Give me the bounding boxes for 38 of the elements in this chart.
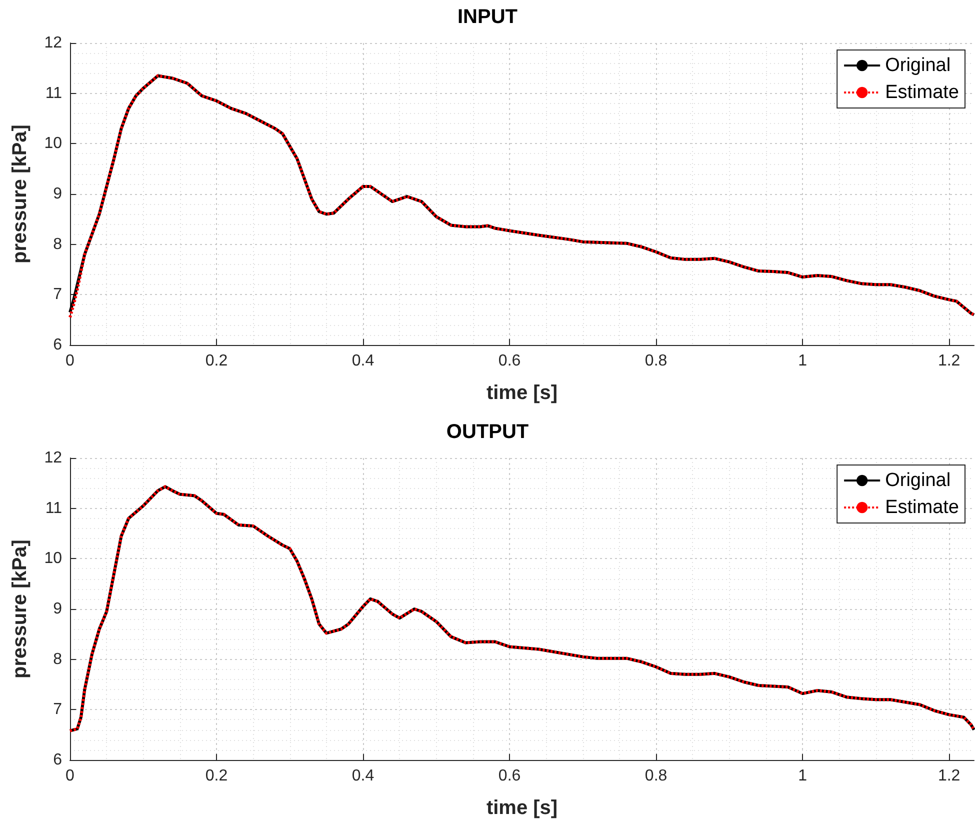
y-tick-label: 10 bbox=[44, 135, 62, 152]
legend-label: Original bbox=[885, 470, 951, 491]
legend-label: Estimate bbox=[885, 497, 960, 518]
x-tick-label: 0 bbox=[66, 768, 75, 784]
chart-title: OUTPUT bbox=[446, 421, 529, 443]
y-tick-label: 10 bbox=[44, 550, 62, 568]
x-tick-label: 1.2 bbox=[938, 352, 960, 370]
x-tick-label: 0.8 bbox=[644, 768, 668, 784]
x-tick-label: 0 bbox=[66, 352, 75, 370]
x-tick-label: 0.2 bbox=[205, 768, 228, 784]
y-tick-label: 6 bbox=[53, 752, 62, 768]
x-tick-label: 1 bbox=[798, 768, 808, 784]
x-tick-label: 1.2 bbox=[938, 768, 960, 784]
y-tick-label: 8 bbox=[53, 650, 62, 668]
x-tick-label: 0.8 bbox=[644, 352, 668, 370]
y-tick-label: 7 bbox=[53, 701, 62, 718]
y-tick-label: 7 bbox=[53, 286, 62, 304]
y-tick-label: 9 bbox=[53, 600, 62, 618]
legend-label: Estimate bbox=[885, 82, 960, 103]
x-tick-label: 0.6 bbox=[498, 352, 521, 370]
y-tick-label: 9 bbox=[53, 186, 62, 202]
y-tick-label: 11 bbox=[45, 500, 62, 517]
x-tick-label: 1 bbox=[798, 352, 808, 370]
y-tick-label: 12 bbox=[44, 450, 62, 466]
y-axis-title: pressure [kPa] bbox=[9, 124, 31, 264]
x-tick-label: 0.6 bbox=[498, 768, 521, 784]
y-tick-label: 8 bbox=[53, 236, 62, 253]
x-tick-label: 0.4 bbox=[352, 768, 374, 784]
x-tick-label: 0.2 bbox=[205, 352, 228, 370]
y-tick-label: 6 bbox=[53, 336, 62, 354]
x-axis-title: time [s] bbox=[486, 797, 558, 819]
y-axis-title: pressure [kPa] bbox=[9, 540, 31, 678]
x-axis-title: time [s] bbox=[486, 382, 558, 404]
x-tick-label: 0.4 bbox=[352, 352, 374, 370]
y-tick-label: 11 bbox=[45, 84, 62, 102]
legend-label: Original bbox=[885, 55, 951, 76]
y-tick-label: 12 bbox=[44, 34, 62, 52]
chart-title: INPUT bbox=[458, 6, 518, 28]
